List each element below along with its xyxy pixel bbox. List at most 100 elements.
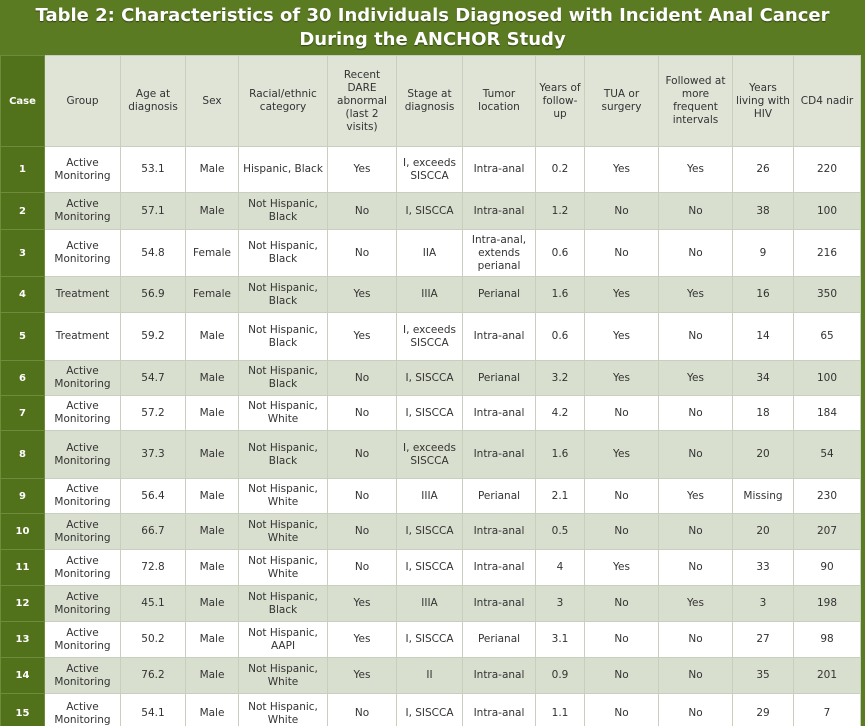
table-cell: 1.6 [535, 430, 585, 479]
table-cell: Male [185, 395, 239, 431]
table-cell: Male [185, 360, 239, 396]
table-cell: 0.6 [535, 312, 585, 361]
table-cell: No [327, 229, 397, 277]
table-cell: No [327, 360, 397, 396]
table-cell: 230 [793, 478, 861, 514]
table-cell: Not Hispanic, Black [238, 312, 328, 361]
table-cell: 54.7 [120, 360, 186, 396]
table-cell: No [658, 657, 733, 694]
table-cell: I, SISCCA [396, 395, 463, 431]
table-cell: 65 [793, 312, 861, 361]
table-cell: 27 [732, 621, 794, 658]
table-cell: Yes [658, 146, 733, 193]
table-cell: Intra-anal [462, 146, 536, 193]
table-cell: No [658, 229, 733, 277]
table-cell: Not Hispanic, Black [238, 585, 328, 622]
table-cell: Intra-anal [462, 513, 536, 550]
table-cell: 0.9 [535, 657, 585, 694]
case-number: 4 [0, 276, 45, 313]
table-cell: No [584, 693, 659, 726]
case-number: 15 [0, 693, 45, 726]
table-cell: Not Hispanic, Black [238, 229, 328, 277]
table-cell: 207 [793, 513, 861, 550]
table-cell: 216 [793, 229, 861, 277]
table-cell: No [584, 621, 659, 658]
table-cell: 350 [793, 276, 861, 313]
table-cell: No [584, 192, 659, 230]
table-cell: Male [185, 192, 239, 230]
table-row: 10 Active Monitoring 66.7 Male Not Hispanic,… [0, 513, 861, 550]
table-cell: 3 [535, 585, 585, 622]
table-title: Table 2: Characteristics of 30 Individua… [0, 0, 865, 55]
table-cell: I, SISCCA [396, 192, 463, 230]
table-cell: Intra-anal [462, 549, 536, 586]
table-cell: 72.8 [120, 549, 186, 586]
table-cell: 98 [793, 621, 861, 658]
table-cell: Yes [658, 276, 733, 313]
table-cell: IIIA [396, 478, 463, 514]
table-cell: IIA [396, 229, 463, 277]
table-cell: Not Hispanic, White [238, 395, 328, 431]
table-cell: No [658, 621, 733, 658]
table-cell: Intra-anal, extends perianal [462, 229, 536, 277]
table-cell: Not Hispanic, White [238, 693, 328, 726]
table-cell: Yes [658, 478, 733, 514]
table-cell: 54.8 [120, 229, 186, 277]
column-header: TUA or surgery [584, 55, 659, 147]
case-number: 9 [0, 478, 45, 514]
table-cell: 220 [793, 146, 861, 193]
table-cell: Treatment [44, 312, 121, 361]
case-number: 2 [0, 192, 45, 230]
table-cell: I, SISCCA [396, 549, 463, 586]
column-header: Years living with HIV [732, 55, 794, 147]
table-cell: 201 [793, 657, 861, 694]
case-number: 12 [0, 585, 45, 622]
table-cell: Perianal [462, 360, 536, 396]
table-cell: 4 [535, 549, 585, 586]
table-cell: IIIA [396, 585, 463, 622]
table-cell: 26 [732, 146, 794, 193]
table-cell: Active Monitoring [44, 621, 121, 658]
table-cell: 66.7 [120, 513, 186, 550]
table-cell: Male [185, 585, 239, 622]
table-cell: 0.5 [535, 513, 585, 550]
column-header: Recent DARE abnormal (last 2 visits) [327, 55, 397, 147]
header-row: Case Group Age at diagnosis Sex Racial/ethni… [0, 55, 861, 147]
table-cell: Male [185, 513, 239, 550]
table-cell: 1.1 [535, 693, 585, 726]
table-cell: Not Hispanic, White [238, 513, 328, 550]
table-cell: No [584, 585, 659, 622]
table-cell: Male [185, 312, 239, 361]
table-cell: Yes [327, 146, 397, 193]
table-body: 1 Active Monitoring 53.1 Male Hispanic, Blac… [0, 146, 861, 726]
table-cell: No [658, 693, 733, 726]
table-cell: Yes [584, 430, 659, 479]
table-row: 7 Active Monitoring 57.2 Male Not Hispanic, … [0, 395, 861, 431]
column-header: CD4 nadir [793, 55, 861, 147]
table-cell: No [327, 430, 397, 479]
table-cell: I, SISCCA [396, 621, 463, 658]
table-cell: Active Monitoring [44, 192, 121, 230]
table-cell: 35 [732, 657, 794, 694]
table-cell: 57.1 [120, 192, 186, 230]
table-cell: Intra-anal [462, 693, 536, 726]
case-number: 6 [0, 360, 45, 396]
table-cell: 2.1 [535, 478, 585, 514]
table-cell: 100 [793, 192, 861, 230]
case-number: 1 [0, 146, 45, 193]
table-cell: Yes [327, 585, 397, 622]
table-cell: Yes [584, 312, 659, 361]
table-row: 13 Active Monitoring 50.2 Male Not Hispanic,… [0, 621, 861, 658]
table-cell: Active Monitoring [44, 657, 121, 694]
table-cell: IIIA [396, 276, 463, 313]
table-row: 2 Active Monitoring 57.1 Male Not Hispanic, … [0, 192, 861, 230]
table-cell: Yes [327, 276, 397, 313]
table-cell: Active Monitoring [44, 549, 121, 586]
table-row: 5 Treatment 59.2 Male Not Hispanic, Black Yes… [0, 312, 861, 361]
table-cell: Active Monitoring [44, 360, 121, 396]
table-cell: Active Monitoring [44, 146, 121, 193]
table-cell: 20 [732, 513, 794, 550]
table-cell: Intra-anal [462, 585, 536, 622]
table-cell: 33 [732, 549, 794, 586]
